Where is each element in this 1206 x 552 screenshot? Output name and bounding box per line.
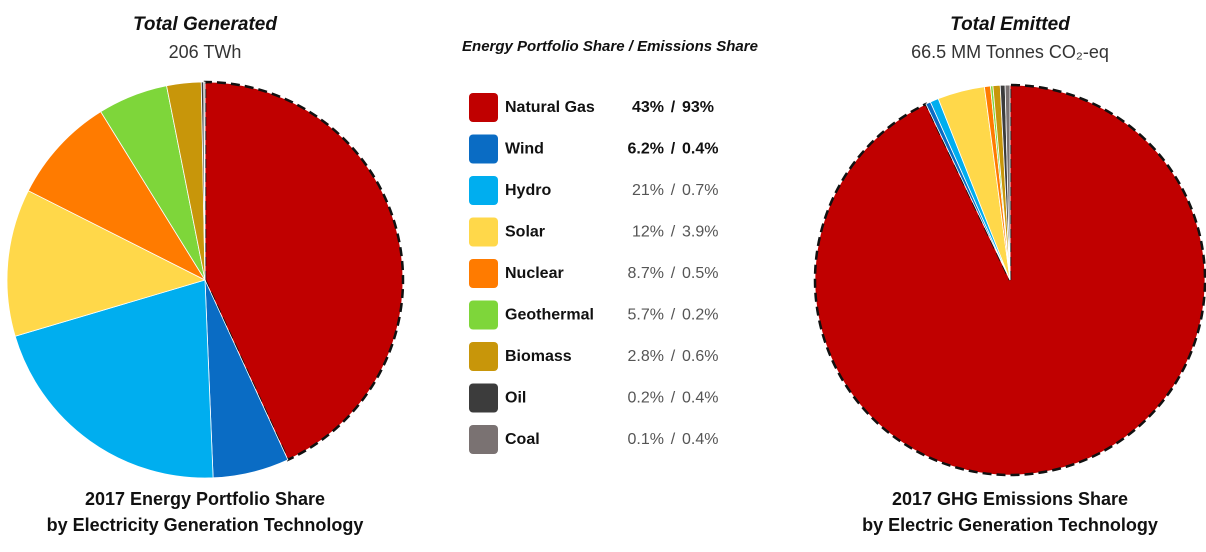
legend-value: 0.1% xyxy=(628,431,664,448)
legend-separator: / xyxy=(671,99,676,116)
legend-value: 43% xyxy=(632,99,664,116)
legend-separator: / xyxy=(671,307,676,324)
pie-subtitle: 66.5 MM Tonnes CO₂-eq xyxy=(911,42,1109,62)
legend-value: 0.4% xyxy=(682,141,718,158)
legend-label: Biomass xyxy=(505,348,572,365)
legend-label: Nuclear xyxy=(505,265,564,282)
legend-swatch xyxy=(469,425,498,454)
legend-separator: / xyxy=(671,348,676,365)
pie-title: Total Emitted xyxy=(950,14,1070,35)
legend-swatch xyxy=(469,93,498,122)
legend-separator: / xyxy=(671,265,676,282)
pie-caption: 2017 Energy Portfolio Share xyxy=(85,489,325,509)
legend-value: 5.7% xyxy=(628,307,664,324)
legend-value: 93% xyxy=(682,99,714,116)
legend-separator: / xyxy=(671,390,676,407)
legend-label: Solar xyxy=(505,224,545,241)
legend-value: 0.2% xyxy=(682,307,718,324)
legend-value: 0.4% xyxy=(682,390,718,407)
legend-label: Natural Gas xyxy=(505,99,595,116)
slice-outline xyxy=(813,83,1206,477)
legend-swatch xyxy=(469,259,498,288)
pie-slice xyxy=(203,81,206,281)
legend-value: 6.2% xyxy=(628,141,664,158)
legend-value: 12% xyxy=(632,224,664,241)
legend-separator: / xyxy=(671,141,676,158)
pie-caption: 2017 GHG Emissions Share xyxy=(892,489,1128,509)
pie-caption: by Electricity Generation Technology xyxy=(47,515,364,535)
legend-value: 3.9% xyxy=(682,224,718,241)
legend-value: 8.7% xyxy=(628,265,664,282)
legend-swatch xyxy=(469,383,498,413)
pie-title: Total Generated xyxy=(133,14,277,35)
legend-value: 21% xyxy=(632,182,664,199)
legend-value: 0.5% xyxy=(682,265,718,282)
pie-slice xyxy=(27,111,207,281)
legend-swatch xyxy=(469,300,498,330)
pie-slice xyxy=(6,190,207,337)
legend-label: Hydro xyxy=(505,182,551,199)
slice-outline xyxy=(203,80,405,462)
legend-value: 0.4% xyxy=(682,431,718,448)
legend-value: 0.2% xyxy=(628,390,664,407)
legend-label: Coal xyxy=(505,431,540,448)
pie-subtitle: 206 TWh xyxy=(169,42,242,62)
legend-value: 0.6% xyxy=(682,348,718,365)
legend-label: Geothermal xyxy=(505,307,594,324)
legend-value: 2.8% xyxy=(628,348,664,365)
legend-swatch xyxy=(469,176,498,205)
legend-title: Energy Portfolio Share / Emissions Share xyxy=(462,38,758,55)
pie-caption: by Electric Generation Technology xyxy=(862,515,1158,535)
legend-label: Wind xyxy=(505,141,544,158)
legend-label: Oil xyxy=(505,390,526,407)
legend-separator: / xyxy=(671,182,676,199)
legend-value: 0.7% xyxy=(682,182,718,199)
pie-slice xyxy=(1004,84,1011,281)
legend-swatch xyxy=(469,342,498,371)
legend-separator: / xyxy=(671,431,676,448)
pie-slice xyxy=(14,279,214,479)
legend-swatch xyxy=(469,217,498,247)
legend-swatch xyxy=(469,134,498,164)
legend-separator: / xyxy=(671,224,676,241)
